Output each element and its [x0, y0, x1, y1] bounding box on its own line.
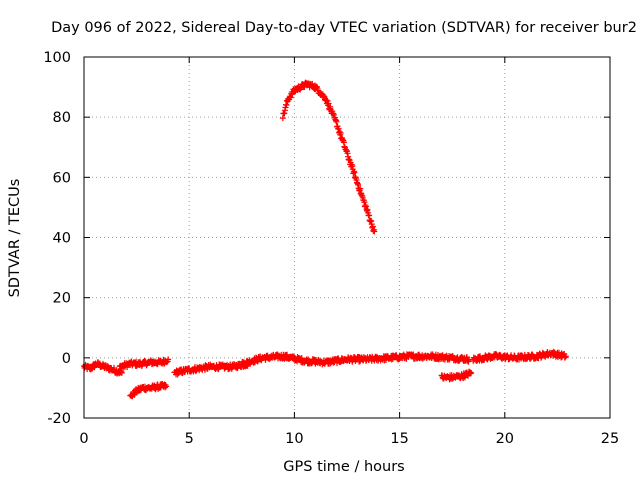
series-arc-5	[238, 351, 473, 369]
series-arc-3	[127, 381, 170, 400]
series-arc-1	[81, 359, 125, 377]
data-point	[351, 169, 358, 176]
y-tick-label: -20	[47, 411, 71, 427]
y-tick-label: 80	[53, 110, 71, 126]
data-point	[118, 369, 125, 376]
data-point	[163, 383, 170, 390]
series-arc-7	[438, 368, 475, 383]
data-point	[371, 228, 378, 235]
data-point	[466, 356, 473, 363]
series-arc-6	[279, 79, 378, 235]
y-tick-label: 40	[53, 231, 71, 247]
y-tick-label: 20	[53, 291, 71, 307]
x-tick-label: 25	[601, 431, 619, 447]
tick-labels: 0 5 10 15 20 25 -20 0 20 40 60 80 100	[43, 50, 619, 447]
x-tick-label: 10	[285, 431, 303, 447]
series-arc-8	[470, 348, 569, 364]
x-axis-label: GPS time / hours	[283, 459, 404, 475]
x-tick-label: 15	[390, 431, 408, 447]
data-point	[562, 353, 569, 360]
x-tick-label: 20	[496, 431, 514, 447]
data-point	[468, 369, 475, 376]
data-point	[333, 118, 340, 125]
y-tick-label: 0	[62, 351, 71, 367]
data-layer	[81, 79, 569, 400]
ticks	[83, 56, 611, 419]
chart-title: Day 096 of 2022, Sidereal Day-to-day VTE…	[51, 20, 637, 36]
x-tick-label: 0	[79, 431, 88, 447]
series-arc-4	[171, 359, 252, 378]
y-tick-label: 100	[43, 50, 71, 66]
data-point	[357, 185, 364, 192]
data-point	[325, 100, 332, 107]
data-point	[337, 130, 344, 137]
y-axis-label: SDTVAR / TECUs	[7, 179, 23, 298]
y-tick-label: 60	[53, 170, 71, 186]
series-arc-2	[116, 356, 172, 372]
x-tick-label: 5	[185, 431, 194, 447]
data-point	[165, 356, 172, 363]
